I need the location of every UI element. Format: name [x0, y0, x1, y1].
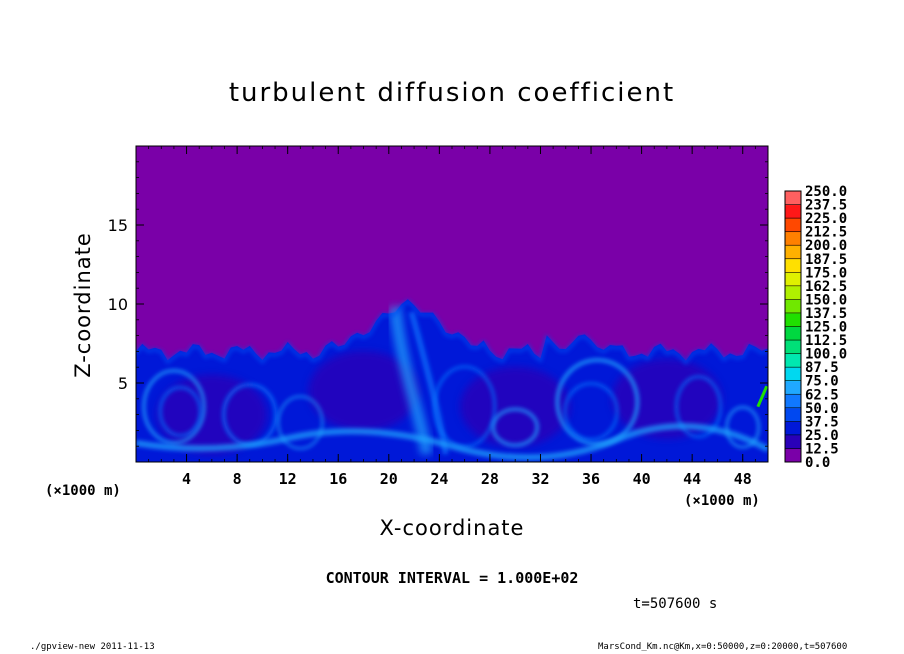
colorbar-swatch	[785, 272, 801, 287]
colorbar-swatch	[785, 245, 801, 260]
central-plume	[408, 311, 449, 455]
x-tick-label: 12	[279, 470, 297, 488]
colorbar-swatch	[785, 204, 801, 219]
colorbar-swatch	[785, 218, 801, 233]
turbulent-swirl	[158, 386, 202, 437]
colorbar-swatch	[785, 258, 801, 273]
colorbar-swatch	[785, 367, 801, 382]
colorbar-label: 37.5	[805, 414, 839, 430]
colorbar-swatch	[785, 285, 801, 300]
colorbar-swatch	[785, 394, 801, 409]
heatmap-field	[136, 299, 768, 462]
colorbar-label: 237.5	[805, 198, 847, 214]
x-axis-label: X-coordinate	[379, 516, 525, 540]
colorbar-swatch	[785, 353, 801, 368]
colorbar-swatch	[785, 407, 801, 422]
contour-interval-note: CONTOUR INTERVAL = 1.000E+02	[325, 569, 579, 587]
boundary-layer-edge	[136, 299, 768, 366]
x-tick-label: 32	[531, 470, 549, 488]
x-tick-label: 28	[481, 470, 499, 488]
x-tick-label: 36	[582, 470, 600, 488]
surface-layer-band	[136, 423, 768, 461]
time-stamp: t=507600 s	[633, 596, 718, 612]
y-tick-label: 10	[108, 295, 128, 314]
colorbar-label: 225.0	[805, 211, 847, 227]
x-tick-label: 8	[233, 470, 242, 488]
y-tick-label: 15	[108, 216, 128, 235]
colorbar-label: 25.0	[805, 428, 839, 444]
colorbar-swatch	[785, 434, 801, 449]
turbulent-swirl	[491, 407, 539, 447]
x-tick-label: 48	[734, 470, 752, 488]
turbulent-swirl	[725, 405, 760, 449]
colorbar-swatch	[785, 340, 801, 355]
y-axis-unit: (×1000 m)	[45, 483, 121, 499]
colorbar-label: 100.0	[805, 347, 847, 363]
turbulent-swirl	[563, 382, 619, 441]
turbulent-swirl	[675, 375, 722, 438]
colorbar-swatch	[785, 191, 801, 206]
colorbar-label: 125.0	[805, 320, 847, 336]
colorbar-label: 137.5	[805, 306, 847, 322]
colorbar-swatch	[785, 312, 801, 327]
turbulent-swirl	[142, 369, 206, 445]
x-tick-label: 20	[380, 470, 398, 488]
colorbar-label: 162.5	[805, 279, 847, 295]
colorbar-label: 50.0	[805, 401, 839, 417]
colorbar-label: 175.0	[805, 265, 847, 281]
x-tick-label: 40	[633, 470, 651, 488]
boundary-layer-region	[136, 299, 768, 462]
colorbar-label: 150.0	[805, 292, 847, 308]
colorbar-label: 212.5	[805, 225, 847, 241]
x-tick-label: 24	[430, 470, 448, 488]
footer-data-source: MarsCond_Km.nc@Km,x=0:50000,z=0:20000,t=…	[598, 642, 848, 652]
colorbar-label: 200.0	[805, 238, 847, 254]
colorbar-label: 250.0	[805, 184, 847, 200]
low-diffusion-cell	[308, 350, 419, 431]
turbulent-swirl	[277, 395, 324, 450]
colorbar-swatch	[785, 231, 801, 246]
plot-area	[135, 145, 769, 463]
colorbar-label: 87.5	[805, 360, 839, 376]
colorbar-label: 12.5	[805, 441, 839, 457]
high-diffusion-patch	[756, 385, 768, 408]
colorbar-label: 0.0	[805, 455, 830, 471]
colorbar-label: 62.5	[805, 387, 839, 403]
low-diffusion-cell	[611, 358, 722, 439]
colorbar-swatch	[785, 326, 801, 341]
colorbar-swatch	[785, 380, 801, 395]
colorbar-swatch	[785, 421, 801, 436]
y-tick-label: 5	[118, 374, 128, 393]
x-tick-label: 16	[329, 470, 347, 488]
footer-program-info: ./gpview-new 2011-11-13	[30, 642, 155, 652]
x-tick-label: 44	[683, 470, 701, 488]
colorbar-label: 187.5	[805, 252, 847, 268]
colorbar: 0.012.525.037.550.062.575.087.5100.0112.…	[784, 184, 847, 471]
colorbar-swatch	[785, 448, 801, 463]
low-diffusion-cell	[460, 366, 571, 447]
colorbar-swatch	[785, 299, 801, 314]
colorbar-label: 112.5	[805, 333, 847, 349]
x-tick-label: 4	[182, 470, 191, 488]
x-axis-unit: (×1000 m)	[684, 493, 760, 509]
chart-title: turbulent diffusion coefficient	[228, 78, 676, 108]
colorbar-label: 75.0	[805, 374, 839, 390]
